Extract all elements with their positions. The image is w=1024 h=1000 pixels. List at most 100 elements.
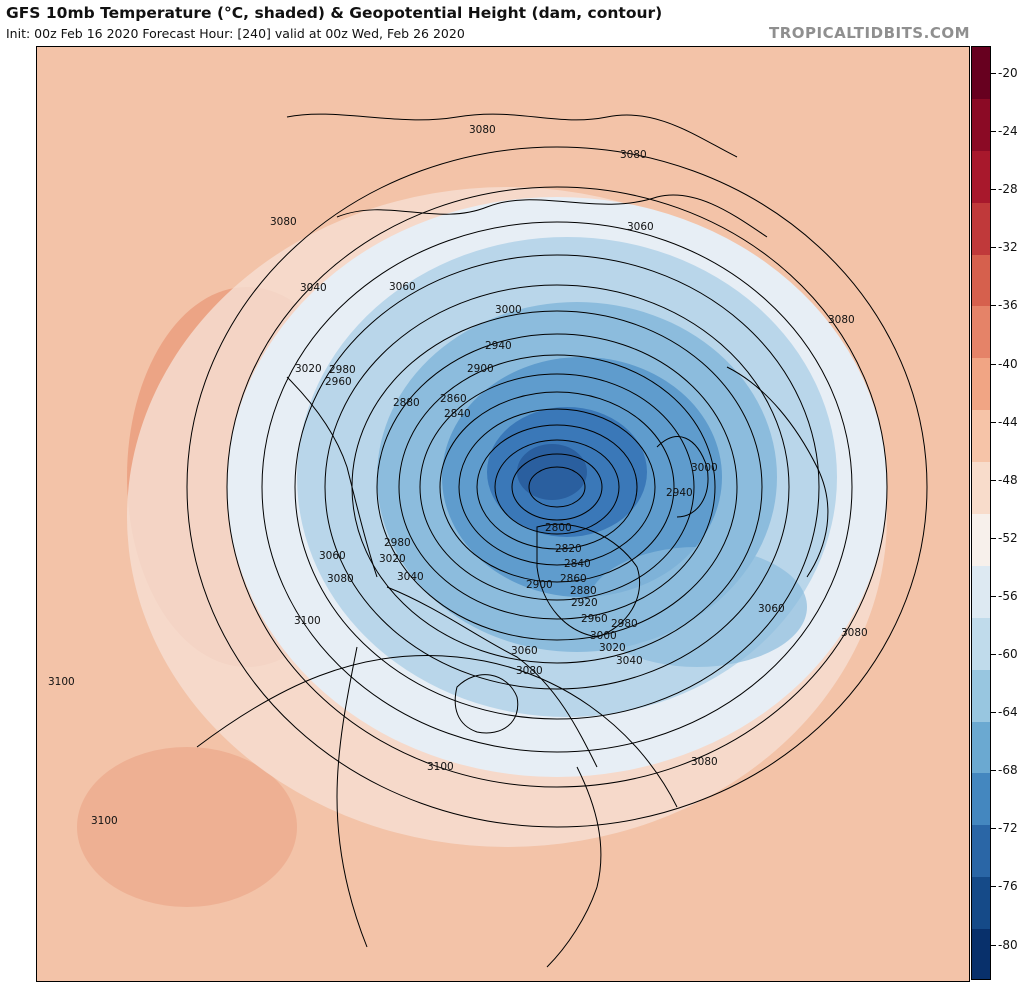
colorbar-tick-label: -36 bbox=[998, 298, 1018, 313]
coast-north-america-east bbox=[546, 766, 602, 968]
contour-3000 bbox=[324, 284, 790, 690]
contour-label: 2840 bbox=[444, 408, 471, 420]
contour-label: 3020 bbox=[295, 363, 322, 375]
contour-2940 bbox=[398, 354, 716, 620]
contour-label: 3000 bbox=[495, 304, 522, 316]
colorbar-segment bbox=[972, 617, 990, 671]
contour-label: 3060 bbox=[758, 603, 785, 615]
colorbar-tick bbox=[991, 770, 996, 772]
colorbar-segment bbox=[972, 150, 990, 204]
shade-vortex-core bbox=[517, 444, 587, 500]
contour-label: 2800 bbox=[545, 522, 572, 534]
brand-watermark: TROPICALTIDBITS.COM bbox=[769, 24, 970, 42]
colorbar-tick bbox=[991, 363, 996, 365]
contour-label: 3080 bbox=[270, 216, 297, 228]
contour-label: 3100 bbox=[48, 676, 75, 688]
contour-label: 3080 bbox=[469, 124, 496, 136]
colorbar-segment bbox=[972, 929, 990, 979]
contour-label: 3080 bbox=[691, 756, 718, 768]
colorbar-tick-label: -32 bbox=[998, 240, 1018, 255]
contour-2840 bbox=[494, 439, 620, 535]
colorbar-tick-label: -44 bbox=[998, 414, 1018, 429]
colorbar-tick-label: -28 bbox=[998, 182, 1018, 197]
contour-2980 bbox=[351, 310, 763, 664]
contour-3040 bbox=[261, 221, 853, 753]
colorbar-segment bbox=[972, 410, 990, 464]
map-subtitle: Init: 00z Feb 16 2020 Forecast Hour: [24… bbox=[6, 26, 465, 41]
colorbar-tick-label: -40 bbox=[998, 356, 1018, 371]
coast-arctic-russia bbox=[336, 194, 768, 238]
contour-label: 2980 bbox=[611, 618, 638, 630]
contour-2920 bbox=[419, 373, 695, 601]
contour-label: 3060 bbox=[627, 221, 654, 233]
map-title: GFS 10mb Temperature (°C, shaded) & Geop… bbox=[6, 4, 663, 22]
coast-siberia bbox=[286, 113, 738, 158]
coast-greenland bbox=[536, 523, 641, 638]
contour-label: 2980 bbox=[329, 364, 356, 376]
contour-label: 2960 bbox=[581, 613, 608, 625]
colorbar-segment bbox=[972, 669, 990, 723]
colorbar-tick bbox=[991, 886, 996, 888]
contour-3020 bbox=[294, 254, 820, 720]
coast-alaska bbox=[286, 376, 378, 578]
contour-label: 3080 bbox=[516, 665, 543, 677]
colorbar-tick bbox=[991, 247, 996, 249]
colorbar-tick-label: -48 bbox=[998, 472, 1018, 487]
map-panel: 3080 3080 3080 3060 3040 3060 3000 3080 2940 2900… bbox=[36, 46, 970, 982]
height-contours bbox=[186, 146, 928, 828]
contour-2800 bbox=[528, 466, 586, 508]
contour-label: 3080 bbox=[828, 314, 855, 326]
contour-2860 bbox=[476, 424, 638, 550]
colorbar-tick-label: -52 bbox=[998, 530, 1018, 545]
contour-label: 3040 bbox=[397, 571, 424, 583]
contour-label: 3080 bbox=[841, 627, 868, 639]
contour-label: 3000 bbox=[691, 462, 718, 474]
contour-2820 bbox=[511, 453, 603, 521]
colorbar-segment bbox=[972, 306, 990, 360]
contour-label: 2840 bbox=[564, 558, 591, 570]
colorbar-tick-label: -20 bbox=[998, 66, 1018, 80]
colorbar-tick-label: -64 bbox=[998, 705, 1018, 720]
contour-label: 2900 bbox=[467, 363, 494, 375]
colorbar-tick-label: -56 bbox=[998, 588, 1018, 603]
contour-label: 3080 bbox=[620, 149, 647, 161]
map-canvas: 3080 3080 3080 3060 3040 3060 3000 3080 2940 2900… bbox=[37, 47, 969, 981]
coast-scandinavia bbox=[656, 436, 709, 518]
contour-label: 3100 bbox=[294, 615, 321, 627]
colorbar-tick-label: -80 bbox=[998, 937, 1018, 952]
contour-3080 bbox=[186, 146, 928, 828]
colorbar-segment bbox=[972, 254, 990, 308]
temperature-shading bbox=[37, 47, 969, 981]
colorbar-tick-label: -60 bbox=[998, 647, 1018, 661]
contour-label: 3100 bbox=[91, 815, 118, 827]
colorbar-segment bbox=[972, 462, 990, 515]
contour-label: 3080 bbox=[327, 573, 354, 585]
contour-label: 3060 bbox=[389, 281, 416, 293]
colorbar-tick bbox=[991, 944, 996, 946]
colorbar bbox=[971, 46, 991, 980]
contour-label: 2900 bbox=[526, 579, 553, 591]
colorbar-tick bbox=[991, 595, 996, 597]
contour-label: 2820 bbox=[555, 543, 582, 555]
contour-label: 2880 bbox=[393, 397, 420, 409]
colorbar-tick bbox=[991, 189, 996, 191]
colorbar-tick bbox=[991, 654, 996, 655]
coast-hudson-bay bbox=[454, 674, 519, 734]
colorbar-segment bbox=[972, 514, 990, 567]
contour-label: 3020 bbox=[599, 642, 626, 654]
colorbar-segment bbox=[972, 202, 990, 256]
contour-3100 bbox=[196, 654, 678, 808]
contour-label: 3060 bbox=[511, 645, 538, 657]
contour-label: 3040 bbox=[616, 655, 643, 667]
colorbar-segment bbox=[972, 877, 990, 931]
colorbar-segment bbox=[972, 47, 990, 100]
colorbar-segment bbox=[972, 721, 990, 775]
contour-3060 bbox=[226, 186, 888, 788]
colorbar-tick-label: -72 bbox=[998, 821, 1018, 836]
contour-2880 bbox=[458, 408, 656, 566]
contour-label: 2880 bbox=[570, 585, 597, 597]
contour-label: 2940 bbox=[666, 487, 693, 499]
contour-label: 3100 bbox=[427, 761, 454, 773]
colorbar-segment bbox=[972, 825, 990, 879]
contour-label: 3000 bbox=[590, 630, 617, 642]
